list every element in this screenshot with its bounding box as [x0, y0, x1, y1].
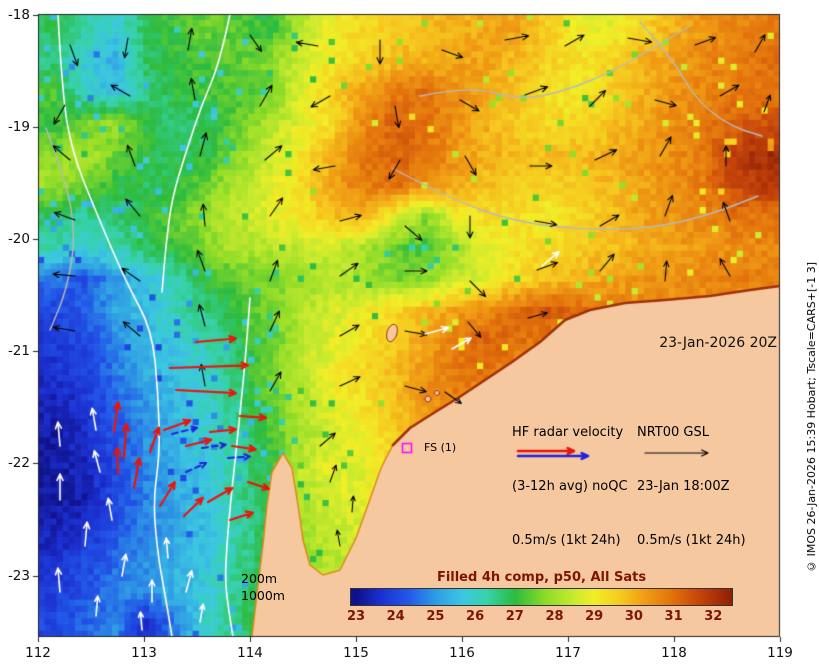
y-tick-label: -22: [7, 455, 30, 471]
colorbar: [350, 588, 733, 606]
x-tick-label: 119: [767, 645, 793, 661]
x-axis-tick-labels: 112 113 114 115 116 117 118 119: [0, 645, 819, 663]
x-tick-label: 113: [131, 645, 157, 661]
y-axis-tick-labels: -18 -19 -20 -21 -22 -23: [0, 0, 34, 672]
y-tick-label: -19: [7, 119, 30, 135]
x-tick-label: 117: [555, 645, 581, 661]
y-tick-label: -23: [7, 568, 30, 584]
y-tick-label: -18: [7, 7, 30, 23]
colorbar-tick-labels: 23 24 25 26 27 28 29 30 31 32: [346, 609, 733, 625]
y-tick-label: -21: [7, 343, 30, 359]
colorbar-title: Filled 4h comp, p50, All Sats: [436, 570, 647, 585]
colorbar-tick-label: 24: [386, 609, 405, 624]
colorbar-tick-label: 31: [664, 609, 683, 624]
colorbar-tick-label: 27: [505, 609, 524, 624]
colorbar-tick-label: 25: [426, 609, 445, 624]
colorbar-tick-label: 32: [704, 609, 723, 624]
y-tick-label: -20: [7, 231, 30, 247]
colorbar-tick-label: 29: [585, 609, 604, 624]
x-tick-label: 114: [237, 645, 263, 661]
colorbar-tick-label: 28: [545, 609, 564, 624]
x-tick-label: 116: [449, 645, 475, 661]
colorbar-tick-label: 26: [466, 609, 485, 624]
x-tick-label: 112: [25, 645, 51, 661]
x-tick-label: 115: [343, 645, 369, 661]
colorbar-tick-label: 23: [346, 609, 366, 624]
copyright-credit: © IMOS 26-Jan-2026 15:39 Hobart; Tscale=…: [805, 262, 818, 573]
colorbar-tick-label: 30: [624, 609, 643, 624]
x-tick-label: 118: [661, 645, 687, 661]
